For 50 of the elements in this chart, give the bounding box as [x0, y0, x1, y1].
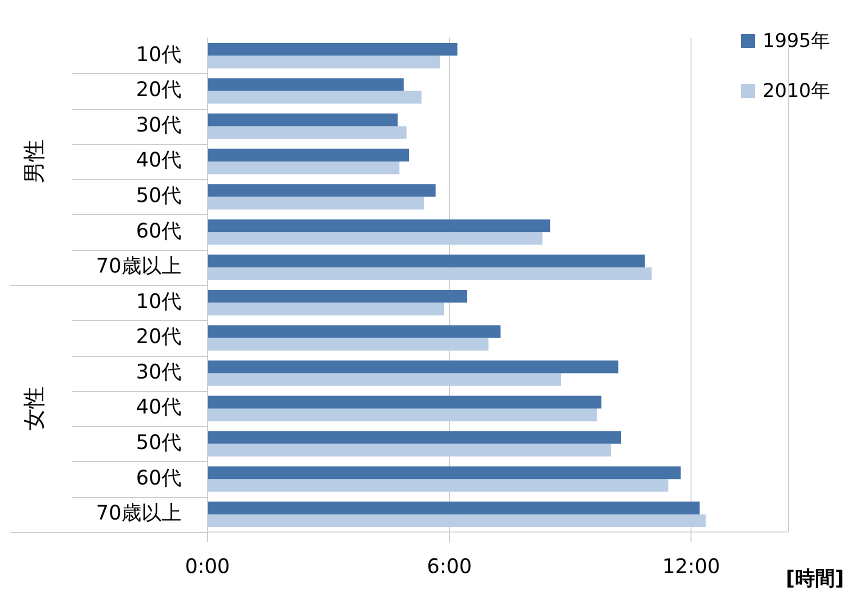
bar	[208, 290, 468, 303]
bar	[208, 114, 398, 126]
bar	[208, 466, 681, 480]
bar	[208, 184, 436, 197]
text: 男性	[22, 140, 48, 184]
y-tick-label: 40代	[136, 394, 182, 419]
bar	[208, 338, 488, 351]
bar	[208, 232, 542, 245]
bar	[208, 267, 652, 280]
legend-label: 1995年	[762, 29, 830, 54]
bar	[208, 479, 668, 492]
bar	[208, 162, 400, 174]
bar	[208, 396, 602, 408]
y-tick-label: 50代	[136, 182, 182, 207]
bar	[208, 302, 444, 316]
text: 女性	[22, 386, 48, 430]
y-tick-label: 10代	[136, 42, 182, 66]
bar	[208, 78, 404, 91]
legend-label: 2010年	[762, 79, 830, 104]
bar	[208, 444, 612, 456]
bar	[208, 502, 700, 514]
bar	[208, 408, 597, 422]
x-axis-title: [時間]	[786, 566, 844, 590]
bar	[208, 126, 407, 139]
y-tick-label: 70歳以上	[96, 500, 182, 525]
x-tick-label: 0:00	[184, 554, 230, 578]
y-tick-label: 30代	[136, 112, 182, 136]
bar	[208, 325, 501, 338]
bar	[208, 56, 440, 68]
bar	[208, 373, 562, 386]
y-tick-label: 50代	[136, 430, 182, 454]
x-tick-label: 6:00	[426, 554, 472, 578]
bar	[208, 514, 706, 528]
bar	[208, 254, 645, 268]
y-tick-label: 70歳以上	[96, 254, 182, 278]
bar	[208, 360, 618, 374]
y-tick-label: 60代	[136, 465, 182, 490]
y-tick-label: 10代	[136, 288, 182, 313]
bar	[208, 148, 410, 162]
y-tick-label: 30代	[136, 359, 182, 384]
x-tick-label: 12:00	[662, 554, 720, 578]
y-tick-label: 60代	[136, 218, 182, 242]
y-tick-label: 20代	[136, 324, 182, 348]
bar	[208, 90, 422, 104]
bar	[208, 196, 424, 210]
bar	[208, 431, 622, 444]
y-tick-label: 40代	[136, 148, 182, 172]
bar	[208, 42, 458, 56]
y-tick-label: 20代	[136, 77, 182, 102]
bar	[208, 219, 550, 232]
